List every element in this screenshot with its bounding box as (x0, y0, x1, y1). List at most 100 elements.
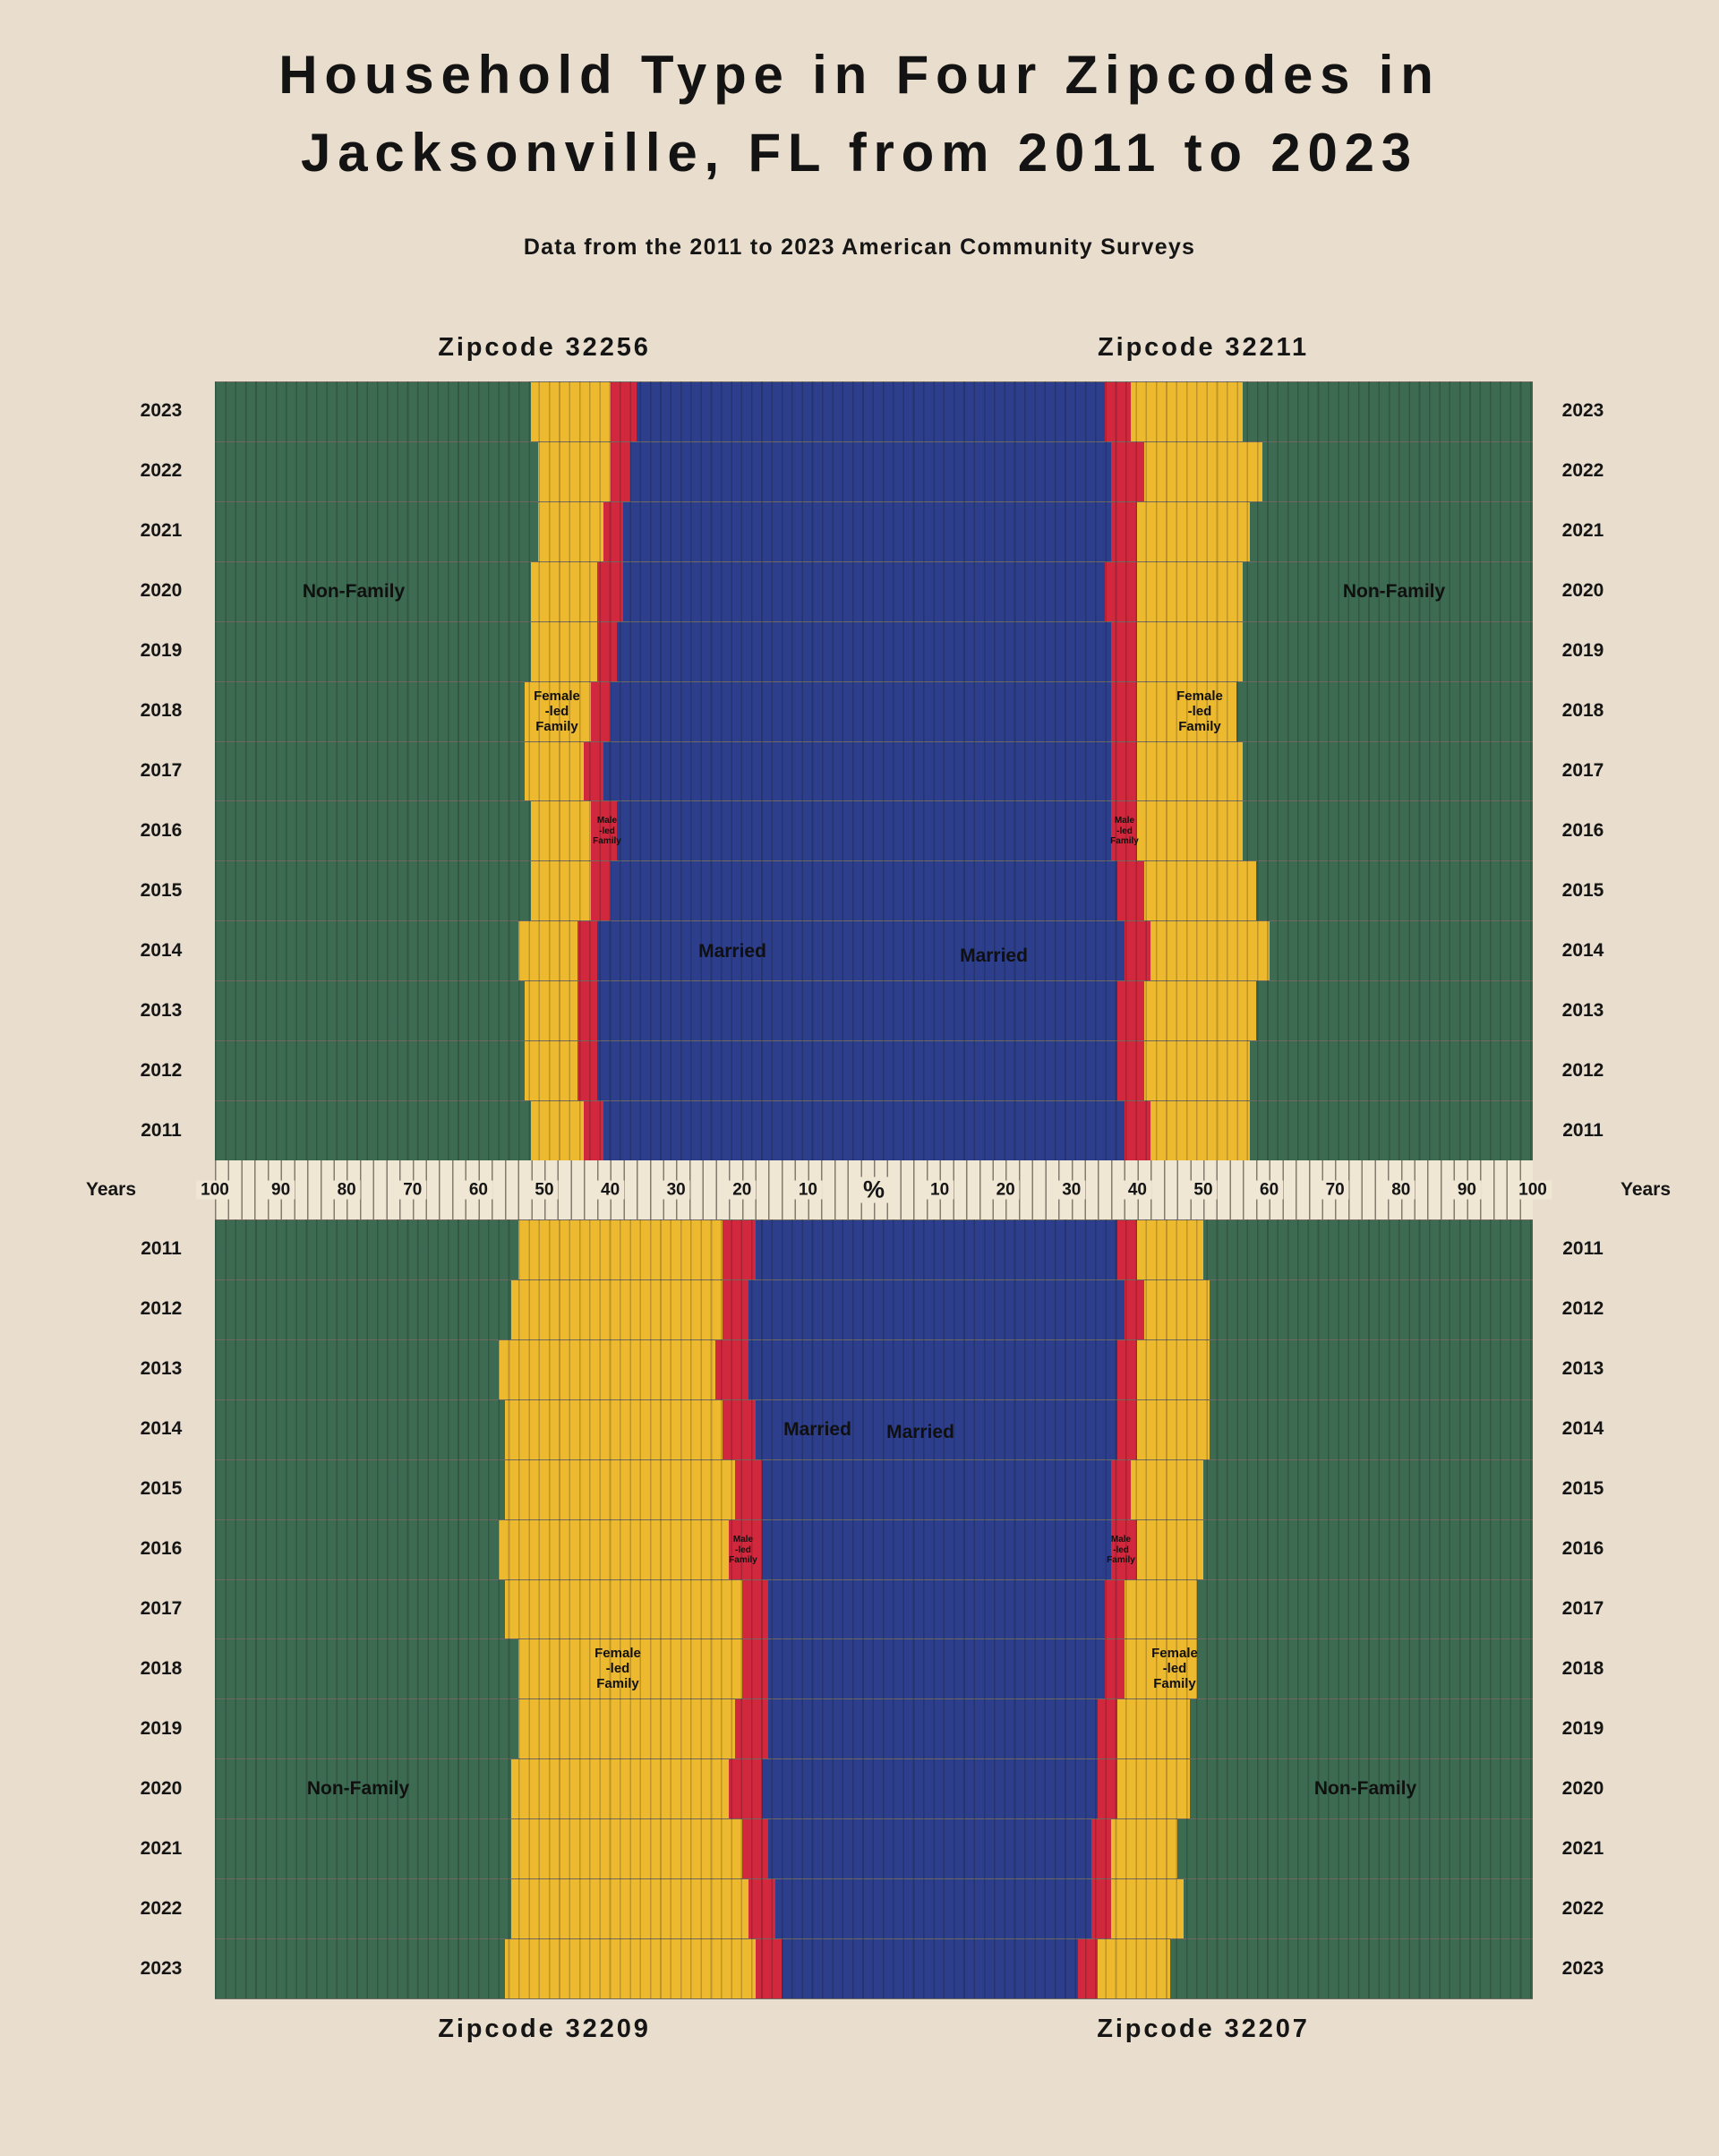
quadrant-zipcode-32256 (215, 381, 874, 1161)
segment-female-led-family (1137, 1220, 1203, 1279)
segment-male-led-family (741, 1579, 769, 1639)
quadrant-zipcode-32211 (874, 381, 1533, 1161)
bar-zipcode-32207-2011 (874, 1219, 1533, 1279)
segment-married (874, 621, 1111, 681)
segment-female-led-family (1143, 1041, 1250, 1101)
segment-male-led-family (722, 1399, 756, 1459)
segment-married (874, 1459, 1111, 1519)
axis-tick-left-20: 20 (728, 1180, 757, 1200)
segment-male-led-family (1110, 1459, 1132, 1519)
segment-female-led-family (504, 1459, 736, 1519)
bar-zipcode-32209-2016 (215, 1519, 874, 1579)
year-label-right-2013: 2013 (1561, 1358, 1604, 1380)
segment-non-family (1249, 1041, 1533, 1101)
segment-female-led-family (1137, 501, 1250, 561)
bar-zipcode-32207-2023 (874, 1938, 1533, 1998)
segment-married (874, 1399, 1118, 1459)
segment-male-led-family (1124, 1101, 1151, 1160)
segment-non-family (1262, 441, 1533, 501)
bar-zipcode-32211-2014 (874, 920, 1533, 981)
bar-zipcode-32207-2019 (874, 1698, 1533, 1759)
year-label-right-2016: 2016 (1561, 819, 1604, 841)
bar-zipcode-32211-2018 (874, 680, 1533, 741)
segment-married (874, 981, 1118, 1041)
segment-male-led-family (1104, 1639, 1125, 1699)
segment-female-led-family (1143, 861, 1256, 921)
bar-zipcode-32209-2012 (215, 1279, 874, 1339)
year-label-left-2011: 2011 (141, 1238, 182, 1260)
year-label-right-2018: 2018 (1561, 1657, 1604, 1679)
segment-female-led-family (1137, 1519, 1203, 1579)
segment-female-led-family (1137, 1399, 1210, 1459)
segment-non-family (1170, 1939, 1533, 1998)
segment-male-led-family (735, 1459, 762, 1519)
segment-female-led-family (524, 981, 577, 1041)
segment-male-led-family (729, 1519, 762, 1579)
bar-zipcode-32207-2014 (874, 1399, 1533, 1459)
segment-married (874, 501, 1111, 561)
segment-married (623, 501, 874, 561)
zipcode-header-32256: Zipcode 32256 (438, 333, 651, 362)
segment-non-family (215, 1459, 505, 1519)
segment-male-led-family (577, 981, 597, 1041)
axis-tick-left-80: 80 (332, 1180, 361, 1200)
segment-married (596, 1041, 874, 1101)
axis-tick-right-10: 10 (926, 1180, 954, 1200)
years-axis-label-left: Years (85, 1179, 137, 1200)
segment-female-led-family (524, 681, 591, 741)
segment-male-led-family (1110, 801, 1138, 861)
segment-non-family (1243, 621, 1533, 681)
segment-female-led-family (537, 441, 611, 501)
segment-male-led-family (722, 1279, 749, 1339)
year-label-left-2020: 2020 (140, 1777, 183, 1799)
segment-male-led-family (1117, 861, 1144, 921)
bar-zipcode-32256-2019 (215, 620, 874, 681)
segment-non-family (215, 1101, 532, 1160)
segment-married (874, 382, 1105, 441)
segment-male-led-family (590, 801, 617, 861)
segment-non-family (215, 1639, 518, 1699)
segment-male-led-family (1110, 501, 1138, 561)
bar-zipcode-32207-2013 (874, 1339, 1533, 1399)
zipcode-header-32211: Zipcode 32211 (1098, 333, 1309, 362)
axis-tick-left-50: 50 (530, 1180, 559, 1200)
axis-tick-right-100: 100 (1514, 1180, 1552, 1200)
year-label-right-2020: 2020 (1561, 580, 1604, 602)
segment-female-led-family (1137, 801, 1244, 861)
segment-female-led-family (517, 1220, 723, 1279)
chart-title-line2: Jacksonville, FL from 2011 to 2023 (301, 123, 1418, 183)
bar-zipcode-32256-2016 (215, 800, 874, 861)
segment-female-led-family (1131, 1459, 1203, 1519)
segment-male-led-family (1104, 1579, 1125, 1639)
segment-married (596, 981, 874, 1041)
segment-male-led-family (755, 1939, 782, 1998)
axis-tick-left-40: 40 (596, 1180, 625, 1200)
segment-male-led-family (577, 1041, 597, 1101)
year-label-left-2021: 2021 (140, 1837, 183, 1859)
year-label-left-2016: 2016 (140, 1538, 183, 1560)
quadrant-zipcode-32209 (215, 1219, 874, 1999)
segment-non-family (215, 1399, 505, 1459)
segment-male-led-family (610, 441, 630, 501)
segment-married (768, 1699, 874, 1759)
segment-female-led-family (1150, 921, 1270, 981)
chart-title-line1: Household Type in Four Zipcodes in (278, 45, 1441, 105)
segment-female-led-family (531, 861, 591, 921)
segment-female-led-family (1110, 1819, 1177, 1879)
bar-zipcode-32209-2020 (215, 1758, 874, 1819)
segment-male-led-family (596, 621, 617, 681)
label-male-led-32211: Male -led Family (1110, 815, 1139, 846)
year-label-right-2013: 2013 (1561, 999, 1604, 1021)
bar-zipcode-32256-2018 (215, 680, 874, 741)
label-female-led-32207: Female -led Family (1151, 1645, 1198, 1691)
segment-non-family (1176, 1819, 1533, 1879)
segment-male-led-family (1098, 1699, 1118, 1759)
bar-zipcode-32256-2023 (215, 381, 874, 441)
segment-female-led-family (1137, 741, 1244, 801)
segment-married (623, 561, 874, 621)
segment-married (761, 1519, 874, 1579)
quadrant-zipcode-32207 (874, 1219, 1533, 1999)
axis-tick-right-20: 20 (991, 1180, 1020, 1200)
segment-non-family (1255, 861, 1533, 921)
